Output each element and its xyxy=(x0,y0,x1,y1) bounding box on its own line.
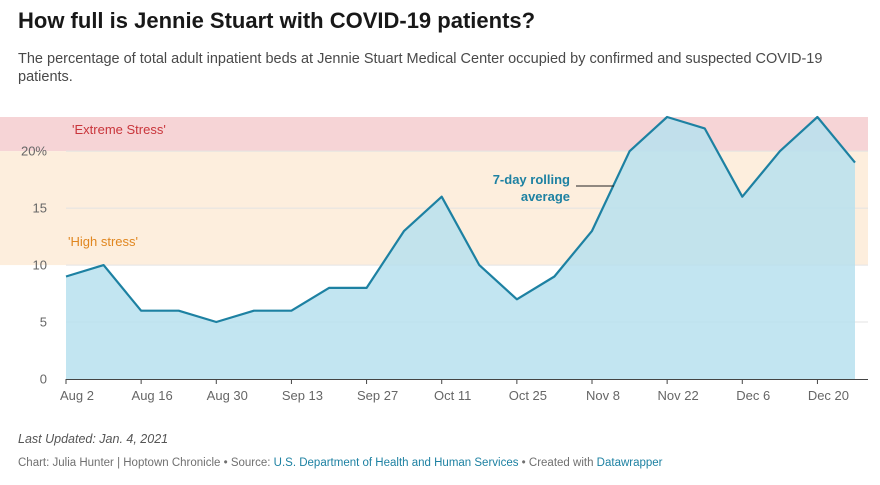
y-tick-label: 5 xyxy=(40,315,47,330)
x-tick-label: Aug 2 xyxy=(60,388,94,403)
chart-title: How full is Jennie Stuart with COVID-19 … xyxy=(18,8,536,33)
y-tick-label: 10 xyxy=(33,258,47,273)
annotation-line-2: average xyxy=(521,189,570,204)
chart-subtitle: The percentage of total adult inpatient … xyxy=(18,51,823,85)
annotation-line-1: 7-day rolling xyxy=(493,172,570,187)
source-link[interactable]: U.S. Department of Health and Human Serv… xyxy=(273,457,519,469)
separator: • xyxy=(518,457,529,469)
y-tick-label: 15 xyxy=(33,201,47,216)
x-tick-label: Nov 22 xyxy=(658,388,699,403)
occupancy-area xyxy=(66,117,855,379)
x-tick-label: Nov 8 xyxy=(586,388,620,403)
x-tick-label: Oct 25 xyxy=(509,388,547,403)
x-tick-label: Aug 30 xyxy=(207,388,248,403)
area-chart: Aug 2 Aug 16 Aug 30 Sep 13 Sep 27 Oct 11 Oct 2… xyxy=(0,115,868,403)
y-tick-label: 20% xyxy=(21,144,47,159)
x-axis-ticks: Aug 2 Aug 16 Aug 30 Sep 13 Sep 27 Oct 11 Oct 2… xyxy=(60,379,849,403)
x-tick-label: Aug 16 xyxy=(132,388,173,403)
created-prefix: Created with xyxy=(528,457,597,469)
y-tick-label: 0 xyxy=(40,372,47,387)
separator: • xyxy=(220,457,231,469)
x-tick-label: Dec 20 xyxy=(808,388,849,403)
occupancy-line xyxy=(65,115,856,324)
chart-credit: Chart: Julia Hunter | Hoptown Chronicle xyxy=(18,457,221,469)
extreme-stress-label: 'Extreme Stress' xyxy=(72,122,166,137)
x-tick-label: Sep 13 xyxy=(282,388,323,403)
x-tick-label: Sep 27 xyxy=(357,388,398,403)
extreme-stress-band xyxy=(0,117,868,152)
last-updated: Last Updated: Jan. 4, 2021 xyxy=(18,432,169,446)
y-axis-ticks: 0 5 10 15 20% xyxy=(21,144,47,387)
x-tick-label: Dec 6 xyxy=(736,388,770,403)
source-prefix: Source: xyxy=(230,457,274,469)
high-stress-label: 'High stress' xyxy=(68,234,138,249)
footer-notes: Chart: Julia Hunter | Hoptown Chronicle … xyxy=(18,457,663,469)
datawrapper-link[interactable]: Datawrapper xyxy=(596,457,663,469)
x-tick-label: Oct 11 xyxy=(434,388,471,403)
